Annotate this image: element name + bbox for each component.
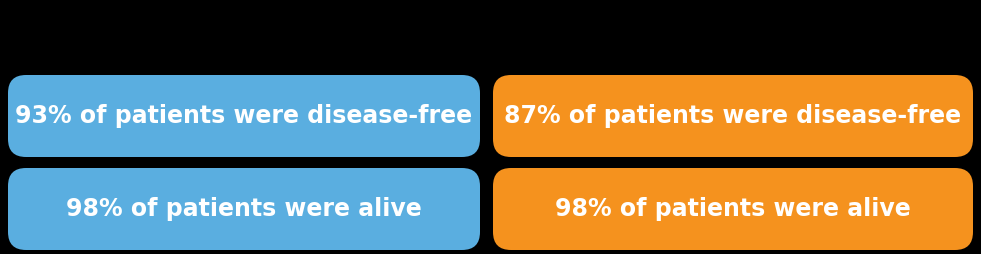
Text: 87% of patients were disease-free: 87% of patients were disease-free: [504, 104, 961, 128]
Text: 98% of patients were alive: 98% of patients were alive: [555, 197, 911, 221]
FancyBboxPatch shape: [493, 75, 973, 157]
Text: 98% of patients were alive: 98% of patients were alive: [66, 197, 422, 221]
FancyBboxPatch shape: [8, 168, 480, 250]
Text: 93% of patients were disease-free: 93% of patients were disease-free: [16, 104, 473, 128]
FancyBboxPatch shape: [493, 168, 973, 250]
FancyBboxPatch shape: [8, 75, 480, 157]
